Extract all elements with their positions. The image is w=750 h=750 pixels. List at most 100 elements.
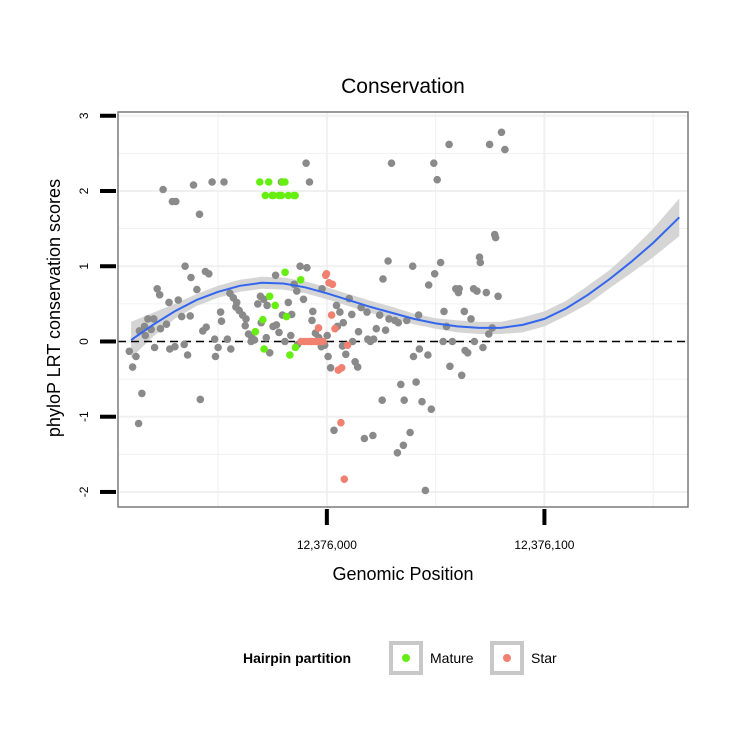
data-point-other — [467, 315, 475, 323]
data-point-other — [150, 343, 159, 352]
data-point-other — [339, 318, 348, 327]
plot-background — [118, 112, 688, 507]
data-point-other — [485, 330, 493, 338]
data-point-other — [424, 351, 432, 359]
data-point-other — [439, 337, 447, 346]
data-point-other — [479, 343, 487, 352]
data-point-other — [475, 253, 484, 261]
data-point-other — [165, 298, 173, 307]
data-point-other — [415, 345, 424, 353]
legend-label-mature: Mature — [430, 650, 474, 666]
data-point-mature — [291, 343, 300, 352]
data-point-other — [497, 128, 506, 137]
data-point-other — [409, 352, 418, 361]
data-point-other — [430, 159, 438, 167]
data-point-other — [323, 331, 332, 340]
plot-frame — [117, 111, 689, 508]
data-point-other — [181, 262, 189, 271]
data-point-other — [421, 486, 430, 495]
legend-swatch-star — [503, 654, 511, 662]
data-point-other — [141, 331, 150, 340]
data-point-other — [242, 315, 250, 323]
data-point-other — [448, 337, 457, 346]
data-point-other — [427, 405, 436, 414]
data-point-other — [223, 335, 232, 344]
data-point-other — [250, 336, 259, 344]
legend-label-star: Star — [531, 650, 557, 666]
data-point-star — [337, 364, 346, 372]
data-point-other — [378, 396, 387, 405]
data-point-other — [128, 363, 137, 371]
data-point-other — [132, 352, 140, 361]
data-point-other — [360, 434, 369, 443]
data-point-other — [354, 327, 363, 336]
data-point-mature — [269, 191, 278, 200]
confidence-ribbon-layer — [131, 198, 680, 358]
data-point-other — [379, 275, 387, 283]
data-point-other — [454, 288, 463, 297]
data-point-other — [177, 312, 186, 321]
data-point-other — [162, 320, 171, 329]
y-tick-label: 0 — [77, 338, 91, 345]
data-point-star — [319, 337, 327, 346]
data-point-mature — [281, 268, 289, 277]
data-point-other — [342, 350, 350, 359]
data-point-other — [375, 311, 384, 319]
data-point-other — [424, 281, 433, 289]
data-point-other — [186, 312, 194, 320]
data-point-mature — [264, 178, 273, 186]
data-point-other — [336, 308, 344, 316]
data-point-other — [457, 371, 466, 380]
y-axis: 3 2 1 0 -1 -2 — [77, 112, 116, 497]
legend-title: Hairpin partition — [243, 650, 351, 666]
data-point-other — [281, 337, 289, 346]
data-point-other — [332, 301, 341, 310]
data-point-other — [463, 349, 472, 357]
y-tick-label: -1 — [77, 411, 91, 422]
data-point-star — [314, 324, 323, 332]
data-point-other — [381, 326, 390, 335]
data-point-other — [159, 185, 167, 194]
data-point-other — [446, 362, 454, 371]
data-point-other — [134, 419, 143, 428]
data-point-mature — [296, 276, 305, 284]
confidence-ribbon — [131, 198, 680, 358]
data-point-other — [241, 321, 249, 330]
data-point-other — [263, 301, 271, 310]
data-point-other — [387, 159, 396, 167]
data-point-other — [385, 315, 393, 323]
legend-swatch-mature — [402, 654, 410, 662]
data-point-other — [187, 273, 195, 282]
x-axis-label: Genomic Position — [332, 564, 473, 584]
data-point-other — [155, 291, 164, 299]
data-point-other — [272, 321, 281, 329]
data-point-other — [210, 335, 219, 344]
data-point-mature — [277, 191, 286, 200]
data-point-mature — [282, 312, 291, 321]
data-point-other — [485, 140, 494, 149]
data-point-other — [299, 295, 308, 304]
data-point-star — [321, 271, 330, 280]
data-point-other — [144, 315, 152, 323]
data-point-other — [284, 298, 293, 307]
data-point-mature — [251, 327, 260, 336]
data-point-other — [171, 342, 179, 351]
data-point-other — [326, 364, 335, 372]
data-point-other — [296, 262, 304, 271]
data-point-other — [324, 352, 332, 361]
x-axis: 12,376,000 12,376,100 — [297, 509, 575, 552]
data-point-other — [153, 285, 161, 293]
data-point-mature — [259, 315, 267, 324]
data-point-other — [302, 159, 310, 167]
points-layer — [125, 128, 509, 495]
data-point-mature — [260, 345, 268, 353]
data-point-other — [202, 323, 210, 332]
data-point-mature — [284, 191, 293, 200]
data-point-other — [180, 340, 188, 349]
data-point-other — [348, 310, 356, 319]
data-point-other — [406, 428, 414, 437]
data-point-other — [138, 389, 146, 398]
data-point-other — [293, 287, 301, 295]
data-point-other — [125, 347, 134, 356]
data-point-other — [220, 178, 228, 186]
